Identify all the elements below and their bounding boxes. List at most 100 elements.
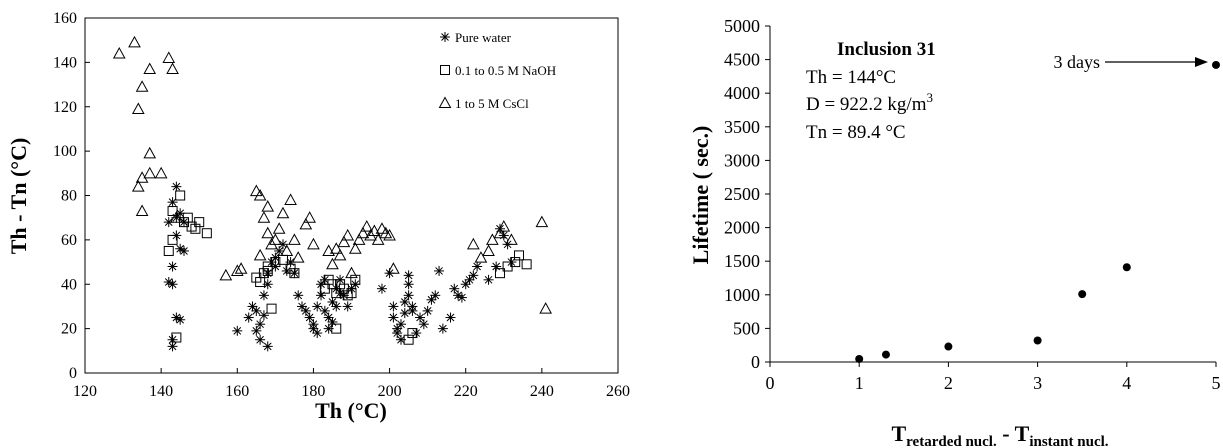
- right-y-tick-label: 0: [751, 352, 760, 372]
- data-point-triangle: [322, 244, 336, 256]
- data-point-asterisk: [274, 245, 285, 256]
- data-point-square: [201, 228, 212, 239]
- data-point-square: [494, 268, 505, 279]
- data-point-square: [331, 323, 342, 334]
- data-point-asterisk: [167, 279, 178, 290]
- data-point-asterisk: [255, 319, 266, 330]
- data-point-triangle: [383, 228, 396, 241]
- data-point-triangle: [276, 206, 290, 219]
- lifetime-data-point: [1122, 263, 1131, 272]
- data-point-square: [262, 265, 273, 276]
- data-point-asterisk: [262, 341, 273, 352]
- right-chart: 0 500 1000 1500 2000 2500 3000 3500 4000 4500 5000…: [688, 16, 1221, 448]
- right-x-tick-label: 1: [855, 373, 864, 393]
- right-y-tick-label: 2000: [724, 218, 760, 238]
- data-point-asterisk: [388, 312, 399, 323]
- data-point-triangle: [345, 266, 358, 279]
- data-point-asterisk: [434, 265, 445, 276]
- data-point-asterisk: [232, 325, 243, 336]
- data-point-asterisk: [300, 305, 311, 316]
- right-y-tick-label: 1500: [724, 251, 760, 271]
- legend-item-cscl: 1 to 5 M CsCl: [438, 96, 529, 111]
- data-point-asterisk: [167, 341, 178, 352]
- data-point-asterisk: [399, 308, 410, 319]
- left-y-tick-label: 60: [61, 232, 77, 249]
- left-x-tick-label: 220: [454, 383, 478, 400]
- data-point-triangle: [230, 264, 244, 276]
- right-x-tick-label: 5: [1212, 373, 1221, 393]
- data-point-asterisk: [403, 279, 414, 290]
- data-point-triangle: [162, 51, 176, 63]
- left-y-tick-label: 0: [69, 365, 77, 382]
- right-y-tick-label: 1000: [724, 285, 760, 305]
- left-y-ticks: 0 20 40 60 80 100 120 140 160: [53, 10, 90, 382]
- data-point-square: [346, 288, 357, 299]
- data-point-asterisk: [483, 274, 494, 285]
- data-point-triangle: [387, 262, 400, 274]
- legend-marker-asterisk: [440, 32, 450, 42]
- data-point-triangle: [348, 242, 362, 254]
- data-point-triangle: [112, 46, 126, 59]
- data-point-asterisk: [262, 268, 273, 279]
- data-point-asterisk: [251, 325, 262, 336]
- data-point-square: [190, 223, 201, 234]
- legend-item-naoh: 0.1 to 0.5 M NaOH: [440, 63, 556, 78]
- arrow-head-icon: [1195, 57, 1208, 67]
- legend-item-pure-water: Pure water: [440, 30, 512, 45]
- data-point-square: [167, 206, 178, 217]
- data-point-triangle: [539, 302, 553, 314]
- data-point-asterisk: [171, 181, 182, 192]
- data-point-triangle: [166, 62, 179, 75]
- data-point-triangle: [249, 184, 263, 197]
- data-point-triangle: [493, 226, 507, 239]
- data-point-square: [521, 259, 532, 270]
- left-y-tick-label: 140: [53, 54, 77, 71]
- right-x-tick-label: 3: [1033, 373, 1042, 393]
- left-y-axis-label: Th - Tn (°C): [6, 138, 31, 255]
- x-label-mid: - T: [997, 421, 1030, 446]
- data-point-triangle: [135, 80, 149, 92]
- data-point-asterisk: [468, 270, 479, 281]
- data-point-asterisk: [388, 301, 399, 312]
- data-point-asterisk: [175, 314, 186, 325]
- data-point-asterisk: [411, 328, 422, 339]
- left-y-tick-label: 20: [61, 321, 77, 338]
- annotation-density-sup: 3: [927, 90, 934, 105]
- data-point-asterisk: [445, 312, 456, 323]
- left-x-tick-label: 120: [73, 383, 97, 400]
- left-x-tick-label: 140: [149, 383, 173, 400]
- data-point-triangle: [371, 233, 385, 245]
- data-point-asterisk: [308, 319, 319, 330]
- data-point-triangle: [364, 228, 377, 241]
- legend-asterisk-icon: [440, 32, 450, 42]
- data-point-triangle: [367, 224, 381, 236]
- legend-square-icon: [440, 65, 450, 75]
- right-y-tick-label: 500: [733, 318, 760, 338]
- data-point-triangle: [291, 251, 305, 263]
- left-legend: Pure water 0.1 to 0.5 M NaOH 1 to 5 M Cs…: [438, 30, 556, 111]
- data-point-triangle: [303, 211, 316, 223]
- data-point-triangle: [131, 102, 145, 114]
- data-point-triangle: [128, 35, 141, 48]
- data-point-asterisk: [255, 334, 266, 345]
- data-point-asterisk: [415, 312, 426, 323]
- data-point-asterisk: [392, 328, 403, 339]
- right-x-tick-label: 4: [1122, 373, 1131, 393]
- data-point-triangle: [356, 226, 370, 239]
- left-chart: 0 20 40 60 80 100 120 140 160 120 140 160 180 200 220…: [6, 10, 630, 423]
- data-point-triangle: [307, 237, 320, 250]
- right-x-ticks: 0 1 2 3 4 5: [766, 362, 1221, 393]
- data-point-square: [270, 257, 281, 268]
- data-point-asterisk: [331, 301, 342, 312]
- legend-label-pure-water: Pure water: [455, 30, 512, 45]
- legend-marker-square: [440, 65, 450, 75]
- data-point-square: [194, 217, 205, 228]
- lifetime-data-point: [944, 342, 953, 351]
- annotation-density-value: D = 922.2 kg/m: [806, 94, 927, 115]
- data-point-square: [171, 332, 182, 343]
- data-point-asterisk: [456, 292, 467, 303]
- data-point-asterisk: [422, 305, 433, 316]
- left-y-tick-label: 100: [53, 143, 77, 160]
- lifetime-data-point: [855, 354, 864, 363]
